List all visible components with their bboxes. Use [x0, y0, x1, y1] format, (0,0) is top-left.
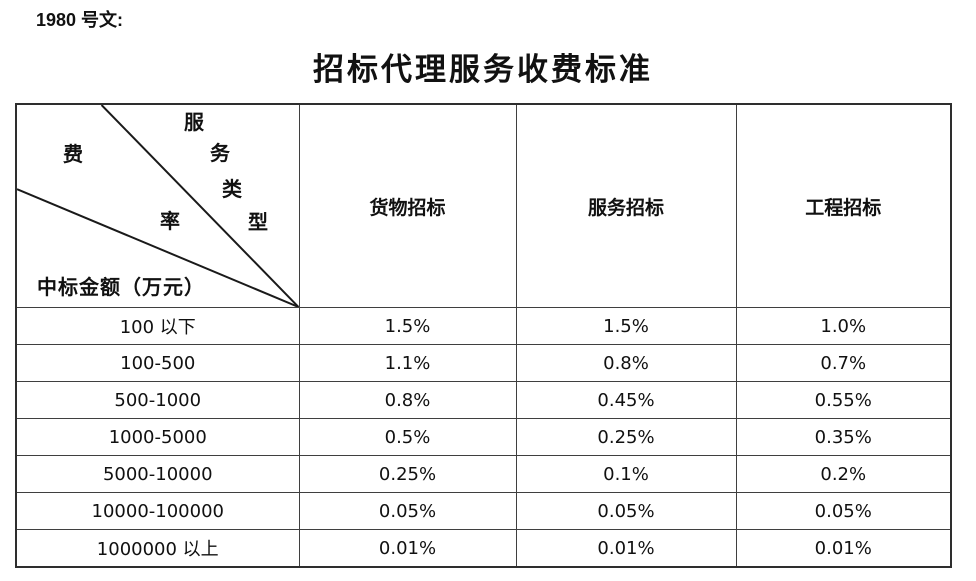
page-title: 招标代理服务收费标准: [313, 52, 653, 87]
table-row: 100-500 1.1% 0.8% 0.7%: [15, 344, 952, 382]
table-header-row: 服 费 务 类 率 型 中标金额（万元） 货物招标 服务招标 工程招标: [15, 103, 952, 308]
row-range-cell: 1000000 以上: [15, 529, 300, 568]
corner-type-char-3: 类: [222, 179, 242, 201]
rate-cell: 1.1%: [298, 344, 517, 382]
rate-cell: 1.5%: [515, 307, 737, 345]
rate-cell: 0.05%: [515, 492, 737, 530]
table-row: 100 以下 1.5% 1.5% 1.0%: [15, 307, 952, 345]
row-range-cell: 100 以下: [15, 307, 300, 345]
rate-cell: 1.0%: [735, 307, 952, 345]
table-row: 1000-5000 0.5% 0.25% 0.35%: [15, 418, 952, 456]
table-row: 1000000 以上 0.01% 0.01% 0.01%: [15, 529, 952, 568]
rate-cell: 0.5%: [298, 418, 517, 456]
corner-amount-label: 中标金额（万元）: [37, 277, 205, 299]
corner-type-char-4: 型: [248, 212, 268, 234]
diagonal-lines: [17, 105, 298, 307]
row-range-cell: 5000-10000: [15, 455, 300, 493]
rate-cell: 0.1%: [515, 455, 737, 493]
row-range-cell: 500-1000: [15, 381, 300, 419]
diagonal-corner-cell: 服 费 务 类 率 型 中标金额（万元）: [15, 103, 300, 308]
rate-cell: 0.05%: [298, 492, 517, 530]
rate-cell: 0.35%: [735, 418, 952, 456]
row-range-cell: 1000-5000: [15, 418, 300, 456]
corner-fee-char-1: 费: [63, 144, 83, 166]
row-range-cell: 10000-100000: [15, 492, 300, 530]
doc-number: 1980 号文:: [36, 10, 124, 30]
column-header-engineering: 工程招标: [735, 103, 952, 308]
column-header-goods: 货物招标: [298, 103, 517, 308]
fee-table: 服 费 务 类 率 型 中标金额（万元） 货物招标 服务招标 工程招标 100 …: [15, 103, 952, 568]
rate-cell: 0.01%: [515, 529, 737, 568]
rate-cell: 0.2%: [735, 455, 952, 493]
rate-cell: 0.01%: [298, 529, 517, 568]
rate-cell: 0.8%: [515, 344, 737, 382]
rate-cell: 0.7%: [735, 344, 952, 382]
corner-fee-char-2: 率: [160, 211, 180, 233]
rate-cell: 0.05%: [735, 492, 952, 530]
corner-type-char-2: 务: [210, 143, 230, 165]
table-row: 500-1000 0.8% 0.45% 0.55%: [15, 381, 952, 419]
rate-cell: 0.55%: [735, 381, 952, 419]
rate-cell: 0.01%: [735, 529, 952, 568]
rate-cell: 0.45%: [515, 381, 737, 419]
table-row: 5000-10000 0.25% 0.1% 0.2%: [15, 455, 952, 493]
corner-type-char-1: 服: [184, 112, 204, 134]
rate-cell: 0.8%: [298, 381, 517, 419]
table-row: 10000-100000 0.05% 0.05% 0.05%: [15, 492, 952, 530]
column-header-services: 服务招标: [515, 103, 737, 308]
rate-cell: 0.25%: [298, 455, 517, 493]
rate-cell: 0.25%: [515, 418, 737, 456]
rate-cell: 1.5%: [298, 307, 517, 345]
row-range-cell: 100-500: [15, 344, 300, 382]
